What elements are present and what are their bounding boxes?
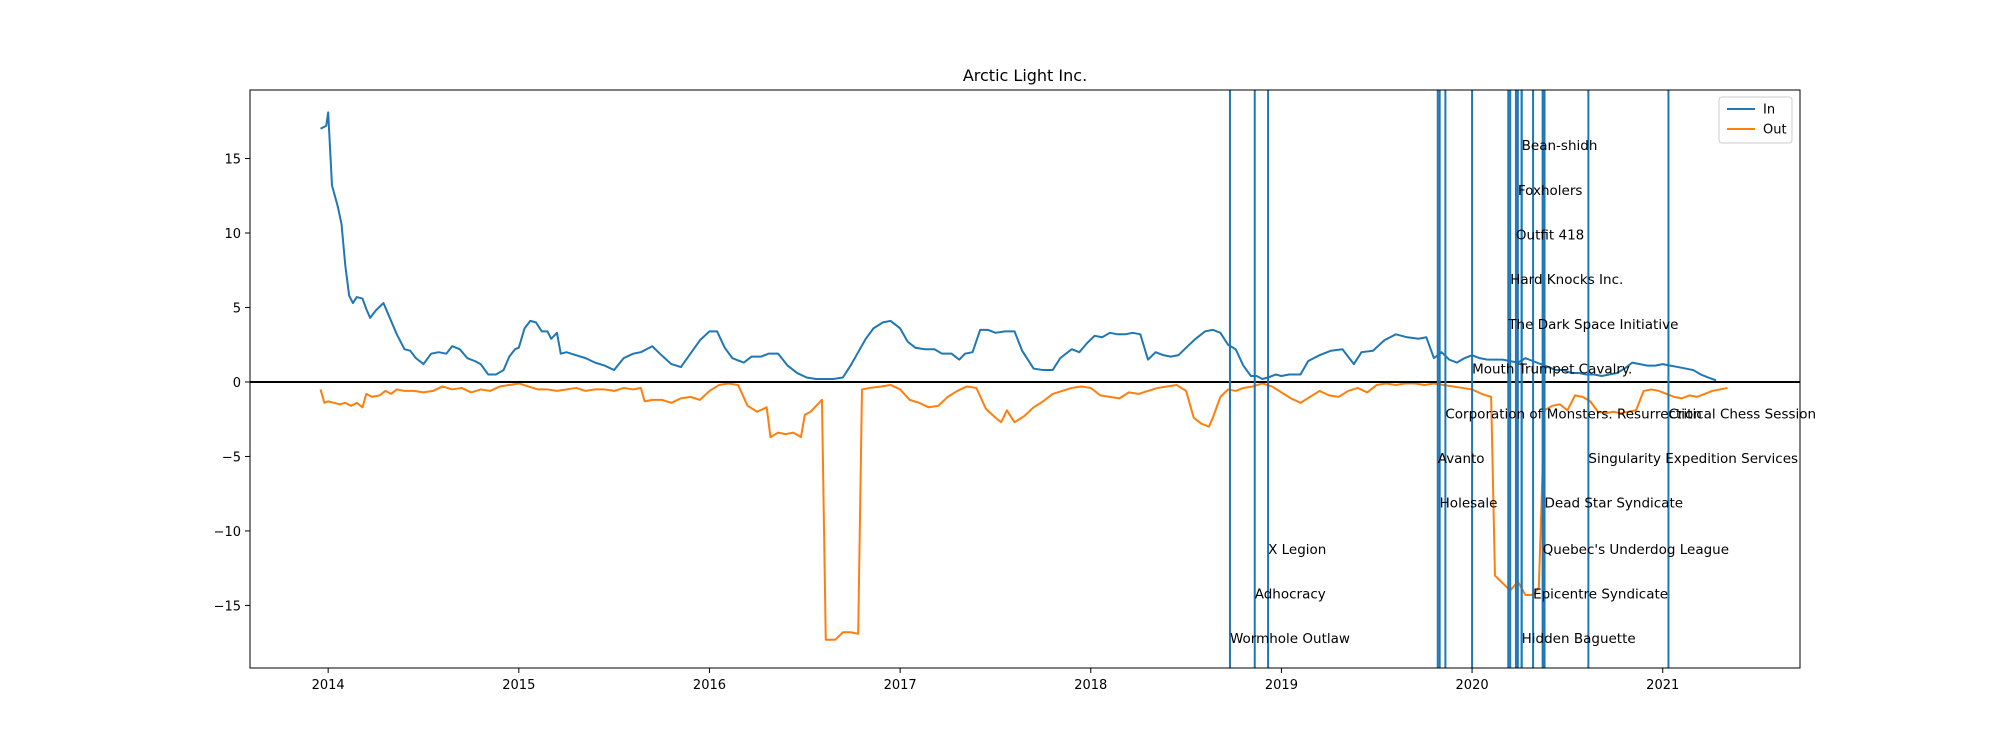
event-label: Quebec's Underdog League — [1543, 542, 1729, 558]
x-tick-label: 2018 — [1074, 678, 1107, 693]
event-label: Holesale — [1440, 496, 1498, 512]
event-label: The Dark Space Initiative — [1507, 317, 1678, 333]
y-tick-label: 10 — [224, 227, 241, 242]
event-label: Corporation of Monsters. Resurrection — [1445, 406, 1701, 422]
event-label: Mouth Trumpet Cavalry. — [1472, 362, 1632, 378]
event-label: X Legion — [1268, 542, 1326, 558]
event-label: Outfit 418 — [1516, 228, 1584, 244]
y-tick-label: −5 — [222, 450, 241, 465]
legend-label-out: Out — [1763, 123, 1787, 138]
y-tick-label: 5 — [233, 301, 241, 316]
event-label: Bean-shidh — [1522, 138, 1598, 154]
legend: In Out — [1718, 96, 1793, 144]
event-label: Singularity Expedition Services — [1588, 451, 1798, 467]
chart-title: Arctic Light Inc. — [963, 66, 1087, 85]
event-label: Avanto — [1438, 451, 1485, 467]
event-label: Adhocracy — [1255, 587, 1326, 603]
y-tick-label: −15 — [214, 599, 241, 614]
y-tick-label: −10 — [214, 525, 241, 540]
x-tick-label: 2017 — [884, 678, 917, 693]
plot-frame — [249, 89, 1801, 669]
x-tick-label: 2015 — [502, 678, 535, 693]
series-line-in — [320, 111, 1717, 382]
x-tick-label: 2021 — [1646, 678, 1679, 693]
x-tick-label: 2016 — [693, 678, 726, 693]
event-label: Hard Knocks Inc. — [1510, 272, 1623, 288]
event-label: Critical Chess Session — [1668, 406, 1816, 422]
x-tick-label: 2020 — [1456, 678, 1489, 693]
event-label: Foxholers — [1518, 183, 1583, 199]
y-tick-label: 15 — [224, 153, 241, 168]
event-label: Dead Star Syndicate — [1545, 496, 1684, 512]
event-label: Epicentre Syndicate — [1533, 587, 1668, 603]
x-tick-label: 2014 — [312, 678, 345, 693]
legend-label-in: In — [1763, 103, 1775, 118]
y-tick-label: 0 — [233, 376, 241, 391]
event-label: Hidden Baguette — [1522, 631, 1636, 647]
event-label: Wormhole Outlaw — [1230, 631, 1350, 647]
x-tick-label: 2019 — [1265, 678, 1298, 693]
